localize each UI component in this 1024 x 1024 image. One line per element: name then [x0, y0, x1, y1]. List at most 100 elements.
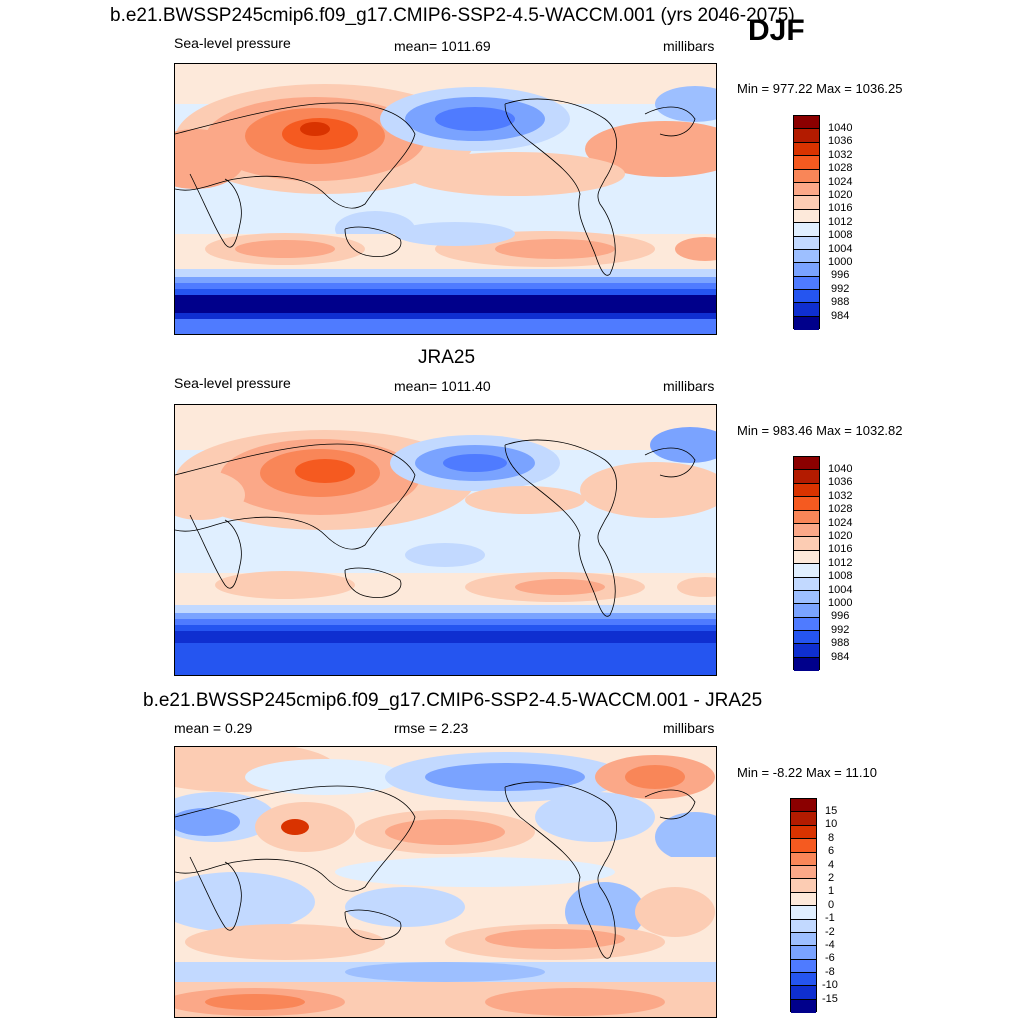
panel1-colorbar-tick: 992 — [831, 283, 850, 295]
panel1-colorbar-tick: 1040 — [828, 122, 853, 134]
panel1-colorbar-tick: 1036 — [828, 135, 853, 147]
panel2-colorbar-swatch — [794, 590, 819, 605]
panel1-colorbar-swatch — [794, 223, 819, 237]
panel2-colorbar-tick: 1024 — [828, 517, 853, 529]
panel3-colorbar-swatch — [791, 932, 816, 947]
panel2-map — [174, 404, 717, 676]
panel3-colorbar-tick: -4 — [825, 939, 835, 951]
panel2-colorbar-swatch — [794, 657, 819, 672]
panel3-minmax: Min = -8.22 Max = 11.10 — [737, 765, 877, 780]
panel3-colorbar-tick: -6 — [825, 952, 835, 964]
panel2-colorbar-swatch — [794, 631, 819, 645]
panel1-colorbar-swatch — [794, 263, 819, 277]
panel3-map — [174, 746, 717, 1018]
panel1-colorbar-swatch — [794, 142, 819, 157]
panel3-colorbar-tick: 8 — [828, 832, 835, 844]
panel1-colorbar-swatch — [794, 303, 819, 317]
season-label: DJF — [748, 14, 805, 47]
panel3-colorbar-tick: -2 — [825, 926, 835, 938]
panel1-minmax: Min = 977.22 Max = 1036.25 — [737, 81, 903, 96]
panel1-colorbar-swatch — [794, 276, 819, 291]
panel2-colorbar-swatch — [794, 537, 819, 551]
panel2-colorbar-tick: 988 — [831, 637, 850, 649]
panel3-colorbar-tick: -1 — [825, 912, 835, 924]
panel3-colorbar-tick: -10 — [822, 979, 838, 991]
panel2-colorbar-tick: 1032 — [828, 490, 853, 502]
panel1-map-svg — [175, 64, 716, 334]
panel3-units-label: millibars — [663, 720, 715, 736]
panel3-colorbar-tick: 0 — [828, 899, 835, 911]
panel1-colorbar-tick: 996 — [831, 269, 850, 281]
panel2-colorbar-swatch — [794, 483, 819, 498]
panel1-map — [174, 63, 717, 335]
panel3-colorbar-swatch — [791, 799, 816, 813]
panel3-mean-label: mean = 0.29 — [174, 720, 253, 736]
panel1-colorbar — [793, 115, 820, 331]
panel1-colorbar-tick: 1024 — [828, 176, 853, 188]
panel2-map-svg — [175, 405, 716, 675]
panel3-colorbar-tick: -8 — [825, 966, 835, 978]
panel3-rmse-label: rmse = 2.23 — [394, 720, 469, 736]
panel1-colorbar-tick: 1012 — [828, 216, 853, 228]
panel3-colorbar-tick: 2 — [828, 872, 835, 884]
panel3-colorbar-swatch — [791, 812, 816, 826]
panel2-colorbar-swatch — [794, 644, 819, 658]
panel3-colorbar-tick: 6 — [828, 845, 835, 857]
panel1-colorbar-tick: 1008 — [828, 229, 853, 241]
panel3-colorbar-swatch — [791, 892, 816, 907]
panel3-colorbar-swatch — [791, 919, 816, 933]
panel3-colorbar-swatch — [791, 865, 816, 880]
panel3-colorbar-tick: 10 — [825, 818, 838, 830]
panel2-colorbar-swatch — [794, 577, 819, 591]
panel2-colorbar — [793, 456, 820, 672]
panel1-colorbar-swatch — [794, 236, 819, 250]
panel2-mean-label: mean= 1011.40 — [394, 378, 491, 394]
panel1-colorbar-tick: 988 — [831, 296, 850, 308]
panel1-colorbar-tick: 1020 — [828, 189, 853, 201]
panel1-colorbar-swatch — [794, 249, 819, 264]
panel3-colorbar-swatch — [791, 973, 816, 987]
panel3-colorbar-tick: 1 — [828, 885, 835, 897]
panel3-colorbar-swatch — [791, 946, 816, 960]
panel2-colorbar-swatch — [794, 457, 819, 471]
panel3-colorbar-swatch — [791, 852, 816, 866]
panel3-colorbar-swatch — [791, 825, 816, 840]
panel3-colorbar-tick: -15 — [822, 993, 838, 1005]
panel2-colorbar-swatch — [794, 564, 819, 578]
panel2-colorbar-swatch — [794, 470, 819, 484]
panel2-colorbar-tick: 1028 — [828, 503, 853, 515]
panel1-colorbar-tick: 1004 — [828, 243, 853, 255]
panel1-colorbar-swatch — [794, 182, 819, 197]
panel2-colorbar-tick: 1004 — [828, 584, 853, 596]
panel2-colorbar-tick: 1040 — [828, 463, 853, 475]
panel1-colorbar-tick: 1016 — [828, 202, 853, 214]
panel1-colorbar-swatch — [794, 209, 819, 224]
panel1-units-label: millibars — [663, 38, 715, 54]
panel1-colorbar-swatch — [794, 316, 819, 331]
panel2-colorbar-tick: 1020 — [828, 530, 853, 542]
panel1-mean-label: mean= 1011.69 — [394, 38, 491, 54]
panel2-colorbar-tick: 1012 — [828, 557, 853, 569]
panel3-colorbar-swatch — [791, 999, 816, 1014]
panel2-title: JRA25 — [418, 347, 476, 368]
panel2-colorbar-swatch — [794, 550, 819, 565]
panel2-colorbar-tick: 1000 — [828, 597, 853, 609]
panel2-colorbar-tick: 996 — [831, 610, 850, 622]
panel1-colorbar-swatch — [794, 116, 819, 130]
panel3-colorbar-swatch — [791, 906, 816, 920]
panel1-left-label: Sea-level pressure — [174, 35, 291, 51]
panel1-colorbar-tick: 1028 — [828, 162, 853, 174]
panel2-colorbar-tick: 1008 — [828, 570, 853, 582]
panel2-colorbar-tick: 992 — [831, 624, 850, 636]
panel3-title: b.e21.BWSSP245cmip6.f09_g17.CMIP6-SSP2-4… — [143, 690, 763, 711]
panel3-colorbar-tick: 4 — [828, 859, 835, 871]
panel2-colorbar-tick: 1036 — [828, 476, 853, 488]
panel2-colorbar-swatch — [794, 510, 819, 524]
panel3-colorbar-swatch — [791, 986, 816, 1000]
panel2-minmax: Min = 983.46 Max = 1032.82 — [737, 423, 903, 438]
panel1-colorbar-swatch — [794, 129, 819, 143]
panel2-colorbar-swatch — [794, 523, 819, 538]
panel2-left-label: Sea-level pressure — [174, 375, 291, 391]
panel2-units-label: millibars — [663, 378, 715, 394]
panel1-colorbar-swatch — [794, 290, 819, 304]
